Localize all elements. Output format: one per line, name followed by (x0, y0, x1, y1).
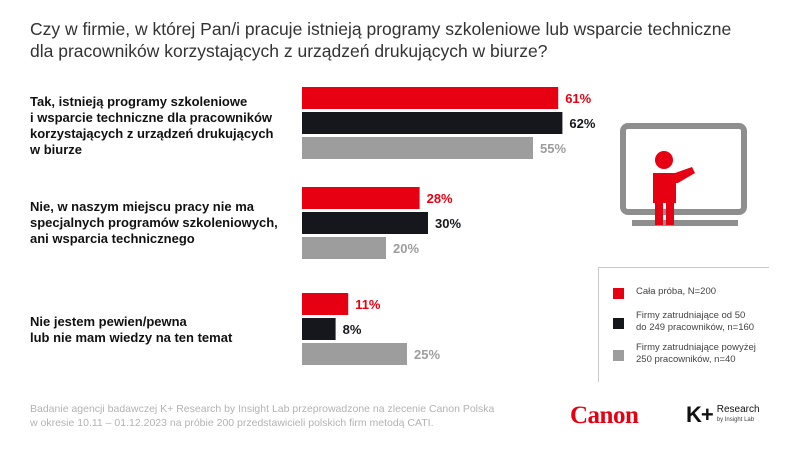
bar-mid-cat2 (302, 212, 428, 234)
category-label-line: lub nie mam wiedzy na ten temat (30, 330, 233, 345)
kplus-byline-text: by Insight Lab (716, 417, 755, 423)
category-label-line: w biurze (30, 142, 83, 157)
data-label-all-cat3: 11% (355, 297, 381, 312)
legend-label: 250 pracowników, n=40 (636, 354, 736, 365)
category-label-line: i wsparcie techniczne dla pracowników (30, 110, 273, 125)
bar-mid-cat3 (302, 318, 336, 340)
category-label-line: ani wsparcia technicznego (30, 231, 195, 246)
teacher-at-board-icon (620, 123, 748, 236)
legend-swatch-black (613, 318, 624, 329)
legend-label: Firmy zatrudniające od 50 (636, 310, 746, 321)
category-label-line: Tak, istnieją programy szkoleniowe (30, 94, 248, 109)
bar-mid-cat1 (302, 112, 563, 134)
legend-item: Firmy zatrudniające od 50 do 249 pracown… (613, 310, 766, 334)
footnote: Badanie agencji badawczej K+ Research by… (30, 402, 494, 430)
category-label-line: specjalnych programów szkoleniowych, (30, 215, 278, 230)
category-label-unsure: Nie jestem pewien/pewna lub nie mam wied… (30, 314, 300, 346)
bar-all-cat2 (302, 187, 420, 209)
category-label-line: Nie jestem pewien/pewna (30, 314, 187, 329)
bar-large-cat1 (302, 137, 533, 159)
legend-label: Firmy zatrudniające powyżej (636, 342, 756, 353)
kplus-research-logo: K+ Research by Insight Lab (686, 402, 760, 428)
category-label-line: Nie, w naszym miejscu pracy nie ma (30, 199, 254, 214)
chart-title-line-2: dla pracowników korzystających z urządze… (30, 41, 548, 61)
legend-label: do 249 pracowników, n=160 (636, 322, 755, 333)
category-label-no: Nie, w naszym miejscu pracy nie ma specj… (30, 199, 300, 247)
category-label-yes: Tak, istnieją programy szkoleniowe i wsp… (30, 94, 300, 158)
data-label-mid-cat3: 8% (343, 322, 362, 337)
bar-large-cat2 (302, 237, 386, 259)
data-label-large-cat1: 55% (540, 141, 566, 156)
legend-item: Firmy zatrudniające powyżej 250 pracowni… (613, 342, 766, 366)
legend-item: Cała próba, N=200 (613, 286, 766, 299)
legend-swatch-red (613, 288, 624, 299)
data-label-all-cat2: 28% (427, 191, 453, 206)
chart-legend: Cała próba, N=200 Firmy zatrudniające od… (598, 267, 769, 382)
chart-title-line-1: Czy w firmie, w której Pan/i pracuje ist… (30, 19, 732, 39)
bar-all-cat1 (302, 87, 559, 109)
kplus-research-text: Research (716, 404, 760, 415)
kplus-mark: K+ (686, 402, 714, 427)
category-label-line: korzystających z urządzeń drukujących (30, 126, 274, 141)
footnote-line-2: w okresie 10.11 – 01.12.2023 na próbie 2… (30, 417, 434, 429)
data-label-mid-cat2: 30% (435, 216, 461, 231)
bar-large-cat3 (302, 343, 407, 365)
legend-swatch-gray (613, 350, 624, 361)
data-label-large-cat3: 25% (414, 347, 440, 362)
footnote-line-1: Badanie agencji badawczej K+ Research by… (30, 403, 495, 415)
bar-chart: 61% 28% 11% 62% 30% 8% 55% 20% 25% (302, 87, 596, 365)
data-label-large-cat2: 20% (393, 241, 419, 256)
canon-logo: Canon (570, 402, 639, 429)
chart-title: Czy w firmie, w której Pan/i pracuje ist… (30, 18, 770, 62)
data-label-all-cat1: 61% (565, 91, 591, 106)
bar-all-cat3 (302, 293, 349, 315)
legend-label: Cała próba, N=200 (636, 286, 717, 297)
data-label-mid-cat1: 62% (569, 116, 595, 131)
